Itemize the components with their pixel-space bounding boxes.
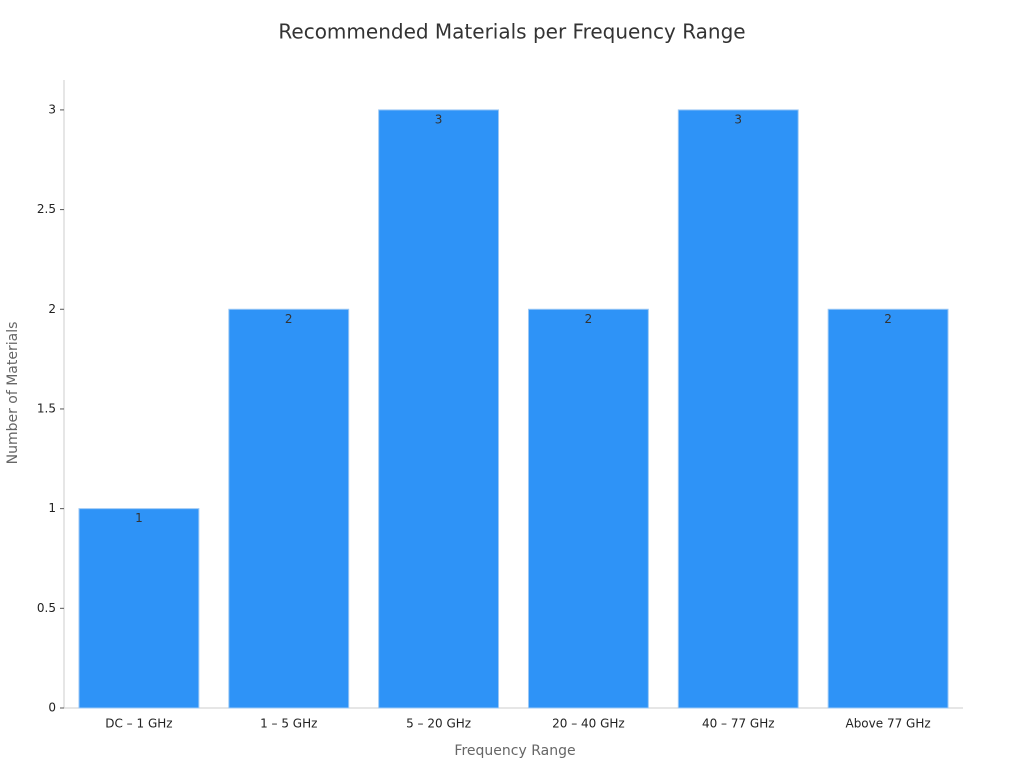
value-label: 2 <box>285 312 293 326</box>
y-tick-label: 1 <box>48 501 56 515</box>
x-tick-label: Above 77 GHz <box>845 717 930 731</box>
x-tick-label: DC – 1 GHz <box>105 717 172 731</box>
y-tick-label: 3 <box>48 102 56 116</box>
x-tick-label: 5 – 20 GHz <box>406 717 471 731</box>
x-axis-label: Frequency Range <box>454 743 575 759</box>
value-label: 1 <box>135 511 143 525</box>
y-tick-label: 0.5 <box>37 601 56 615</box>
value-label: 2 <box>585 312 593 326</box>
bar <box>78 508 200 709</box>
y-tick-label: 0 <box>48 701 56 715</box>
y-tick-label: 2 <box>48 302 56 316</box>
bar <box>677 109 799 709</box>
value-label: 3 <box>734 112 742 126</box>
bar <box>378 109 500 709</box>
x-tick-label: 20 – 40 GHz <box>552 717 625 731</box>
y-axis-label: Number of Materials <box>5 322 21 465</box>
x-tick-label: 1 – 5 GHz <box>260 717 317 731</box>
chart-title: Recommended Materials per Frequency Rang… <box>278 20 745 44</box>
bar <box>827 308 949 709</box>
bar <box>527 308 649 709</box>
x-tick-label: 40 – 77 GHz <box>702 717 775 731</box>
y-tick-label: 1.5 <box>37 401 56 415</box>
value-label: 2 <box>884 312 892 326</box>
value-label: 3 <box>435 112 443 126</box>
bar <box>228 308 350 709</box>
y-tick-label: 2.5 <box>37 202 56 216</box>
